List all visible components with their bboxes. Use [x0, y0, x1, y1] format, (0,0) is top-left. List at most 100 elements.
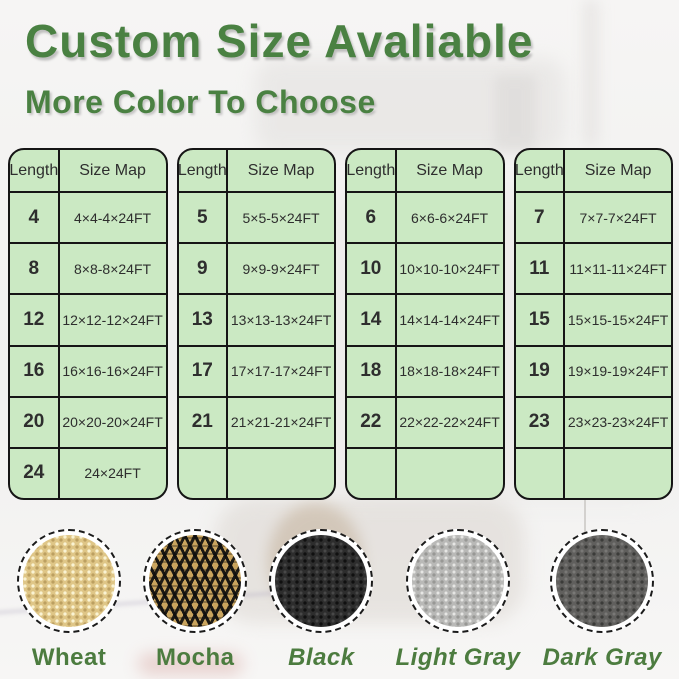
ghost-shape	[583, 0, 599, 145]
length-cell	[347, 446, 397, 498]
length-cell: 18	[347, 344, 397, 396]
length-cell: 14	[347, 293, 397, 345]
color-label: Mocha	[155, 644, 235, 671]
length-cell: 9	[178, 242, 229, 294]
size-map-cell: 17×17-17×24FT	[228, 344, 334, 396]
table-row: 24 24×24FT	[10, 446, 166, 498]
table-header-row: Length Size Map	[179, 150, 335, 191]
page-subtitle: More Color To Choose	[25, 84, 376, 120]
length-cell: 21	[178, 395, 229, 447]
length-cell: 12	[10, 293, 60, 345]
table-header-row: Length Size Map	[516, 150, 672, 191]
column-header: Length	[516, 150, 566, 191]
color-swatch-light-gray: Light Gray	[395, 529, 520, 672]
length-cell: 24	[10, 446, 60, 498]
table-row	[515, 446, 671, 498]
table-row: 17 17×17-17×24FT	[178, 344, 334, 396]
table-row: 6 6×6-6×24FT	[347, 191, 503, 243]
column-header: Size Map	[79, 161, 146, 179]
size-table: Length Size Map 5 5×5-5×24FT 9 9×9-9×24FT 13 13…	[176, 148, 336, 500]
size-map-cell: 13×13-13×24FT	[228, 293, 334, 344]
table-row: 9 9×9-9×24FT	[178, 242, 334, 294]
table-row: 13 13×13-13×24FT	[178, 293, 334, 345]
size-map-cell: 18×18-18×24FT	[396, 344, 503, 396]
color-swatch-dark-gray: Dark Gray	[543, 529, 662, 672]
swatch-circle	[17, 529, 122, 633]
length-cell	[178, 446, 229, 498]
size-table: Length Size Map 6 6×6-6×24FT 10 10×10-10×24FT…	[345, 148, 505, 500]
page-title: Custom Size Avaliable	[25, 15, 534, 67]
size-map-cell: 11×11-11×24FT	[565, 242, 671, 293]
swatch-circle	[143, 529, 248, 633]
fabric-texture	[275, 535, 368, 627]
table-row: 14 14×14-14×24FT	[347, 293, 503, 345]
length-cell: 15	[515, 293, 566, 345]
length-cell: 22	[347, 395, 397, 447]
swatch-circle	[550, 529, 655, 633]
length-cell: 10	[347, 242, 397, 294]
swatch-circle	[269, 529, 374, 633]
table-row: 22 22×22-22×24FT	[347, 395, 503, 447]
color-swatch-wheat: Wheat	[17, 529, 122, 672]
size-map-cell: 7×7-7×24FT	[565, 191, 671, 242]
size-table: Length Size Map 7 7×7-7×24FT 11 11×11-11×24FT…	[513, 148, 673, 500]
size-map-cell: 5×5-5×24FT	[228, 191, 334, 242]
length-cell: 19	[515, 344, 566, 396]
color-label: Light Gray	[395, 644, 521, 671]
color-swatches-row: Wheat Mocha Black Light Gray Dark Gray	[0, 529, 679, 672]
size-map-cell: 12×12-12×24FT	[59, 293, 166, 344]
size-map-cell: 19×19-19×24FT	[565, 344, 671, 396]
table-row: 5 5×5-5×24FT	[178, 191, 334, 243]
table-row: 23 23×23-23×24FT	[515, 395, 671, 447]
column-header: Length	[10, 150, 60, 191]
color-swatch-mocha: Mocha	[143, 529, 248, 672]
size-map-cell	[228, 446, 334, 498]
size-map-cell: 23×23-23×24FT	[565, 395, 671, 447]
size-map-cell: 4×4-4×24FT	[59, 191, 166, 242]
table-row: 19 19×19-19×24FT	[515, 344, 671, 396]
table-row: 20 20×20-20×24FT	[10, 395, 166, 447]
size-map-cell: 15×15-15×24FT	[565, 293, 671, 344]
column-header: Length	[179, 150, 229, 191]
table-row: 11 11×11-11×24FT	[515, 242, 671, 294]
fabric-texture	[149, 535, 242, 627]
column-header: Size Map	[247, 161, 315, 179]
size-map-cell: 16×16-16×24FT	[59, 344, 166, 396]
length-cell: 8	[10, 242, 60, 294]
size-map-cell: 9×9-9×24FT	[228, 242, 334, 293]
color-label: Dark Gray	[542, 644, 662, 671]
size-map-cell: 24×24FT	[59, 446, 166, 498]
fabric-texture	[23, 535, 116, 627]
length-cell: 17	[178, 344, 229, 396]
size-map-cell: 6×6-6×24FT	[396, 191, 503, 242]
table-row: 18 18×18-18×24FT	[347, 344, 503, 396]
table-row: 10 10×10-10×24FT	[347, 242, 503, 294]
size-table: Length Size Map 4 4×4-4×24FT 8 8×8-8×24FT 12 12…	[8, 148, 168, 500]
table-row: 12 12×12-12×24FT	[10, 293, 166, 345]
length-cell: 7	[515, 191, 566, 243]
length-cell: 16	[10, 344, 60, 396]
size-map-cell: 20×20-20×24FT	[59, 395, 166, 447]
table-row: 15 15×15-15×24FT	[515, 293, 671, 345]
length-cell: 6	[347, 191, 397, 243]
table-row: 4 4×4-4×24FT	[10, 191, 166, 243]
size-map-cell	[565, 446, 671, 498]
table-row: 7 7×7-7×24FT	[515, 191, 671, 243]
size-map-cell	[396, 446, 503, 498]
size-map-cell: 21×21-21×24FT	[228, 395, 334, 447]
length-cell: 5	[178, 191, 229, 243]
color-label: Wheat	[31, 644, 107, 671]
column-header: Length	[347, 150, 397, 191]
table-row	[178, 446, 334, 498]
table-row: 16 16×16-16×24FT	[10, 344, 166, 396]
table-header-row: Length Size Map	[347, 150, 503, 191]
table-row	[347, 446, 503, 498]
length-cell: 4	[10, 191, 60, 243]
color-label: Black	[288, 644, 355, 671]
table-row: 8 8×8-8×24FT	[10, 242, 166, 294]
ghost-shape	[495, 75, 535, 150]
size-map-cell: 14×14-14×24FT	[396, 293, 503, 344]
column-header: Size Map	[416, 161, 483, 179]
column-header: Size Map	[584, 161, 652, 179]
size-map-cell: 22×22-22×24FT	[396, 395, 503, 447]
